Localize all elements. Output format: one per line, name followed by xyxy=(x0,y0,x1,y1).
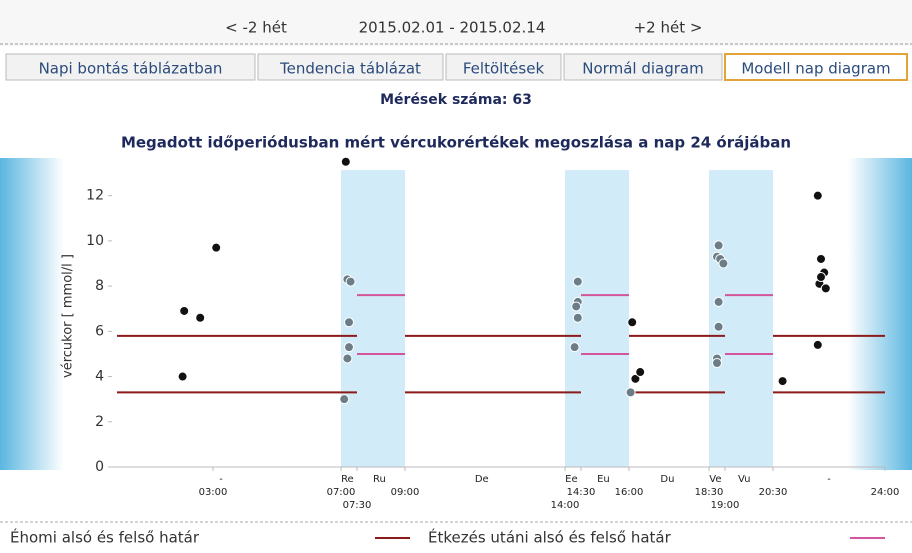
data-point xyxy=(777,376,788,387)
plot: 0 2 4 6 8 10 12 03:00 07:00 09:00 14:30 16:00 18:30 2… xyxy=(86,156,900,511)
tab-label[interactable]: Napi bontás táblázatban xyxy=(39,60,223,78)
period-marker: Vu xyxy=(738,474,751,485)
nav-prev[interactable]: < -2 hét xyxy=(225,19,287,37)
data-point xyxy=(713,321,724,332)
x-tick-label: 20:30 xyxy=(759,487,788,498)
legend: Éhomi alsó és felső határ Étkezés utáni a… xyxy=(10,528,885,547)
data-point xyxy=(816,253,826,264)
period-marker: Ve xyxy=(709,474,721,485)
data-point xyxy=(820,283,831,294)
period-marker: De xyxy=(475,474,489,485)
data-point xyxy=(195,312,206,323)
tab-label[interactable]: Tendencia táblázat xyxy=(279,60,421,78)
data-point xyxy=(625,387,636,398)
data-point xyxy=(630,373,641,384)
data-point xyxy=(177,371,188,382)
period-marker: - xyxy=(219,474,223,485)
legend-label: Étkezés utáni alsó és felső határ xyxy=(428,528,672,547)
tab[interactable] xyxy=(724,53,908,81)
legend-label: Éhomi alsó és felső határ xyxy=(10,528,200,547)
data-point xyxy=(812,339,823,350)
period-marker: Re xyxy=(341,474,354,485)
x-tick-label: 09:00 xyxy=(391,487,420,498)
y-tick-label: 6 xyxy=(95,323,104,339)
data-point xyxy=(179,305,190,316)
data-point xyxy=(344,317,354,328)
data-point xyxy=(342,353,353,364)
data-point xyxy=(345,276,356,287)
plot-background xyxy=(0,158,912,470)
x-tick-label: 18:30 xyxy=(695,487,724,498)
y-tick-label: 8 xyxy=(95,278,104,294)
period-marker: Eu xyxy=(597,474,610,485)
y-tick-label: 0 xyxy=(95,459,104,475)
data-point xyxy=(572,312,583,323)
data-point xyxy=(713,296,724,307)
data-point xyxy=(816,272,826,283)
tab-label[interactable]: Modell nap diagram xyxy=(741,60,890,78)
nav-bar xyxy=(0,0,912,46)
tabs: Napi bontás táblázatban Tendencia tábláza… xyxy=(5,53,908,81)
x-tick-label: 19:00 xyxy=(711,500,740,511)
nav-range: 2015.02.01 - 2015.02.14 xyxy=(359,19,546,37)
data-point xyxy=(344,342,354,353)
y-tick-label: 4 xyxy=(95,369,104,385)
period-marker: Du xyxy=(660,474,674,485)
data-point xyxy=(571,301,582,312)
tab-label[interactable]: Normál diagram xyxy=(582,60,703,78)
x-tick-label: 07:00 xyxy=(327,487,356,498)
data-point xyxy=(572,276,583,287)
tab[interactable] xyxy=(5,53,256,81)
meal-band xyxy=(709,170,773,467)
y-axis-label: vércukor [ mmol/l ] xyxy=(61,254,76,378)
period-marker: Ee xyxy=(565,474,577,485)
data-point xyxy=(627,317,638,328)
y-tick-label: 10 xyxy=(86,233,104,249)
count-label: Mérések száma: 63 xyxy=(380,92,532,108)
x-tick-label: 07:30 xyxy=(343,500,372,511)
data-point xyxy=(713,240,724,251)
y-tick-label: 12 xyxy=(86,188,104,204)
y-tick-label: 2 xyxy=(95,414,104,430)
data-point xyxy=(812,190,823,201)
x-tick-label: 24:00 xyxy=(871,487,900,498)
data-point xyxy=(718,258,729,269)
tab[interactable] xyxy=(445,53,562,81)
period-marker: Ru xyxy=(373,474,386,485)
chart-title: Megadott időperiódusban mért vércukorért… xyxy=(121,134,791,152)
data-point xyxy=(569,342,580,353)
tab-label[interactable]: Feltöltések xyxy=(463,60,545,78)
data-point xyxy=(635,367,646,378)
x-tick-label: 03:00 xyxy=(199,487,228,498)
data-point xyxy=(211,242,222,253)
tab[interactable] xyxy=(563,53,723,81)
data-point xyxy=(712,357,722,368)
nav-next[interactable]: +2 hét > xyxy=(634,19,703,37)
data-point xyxy=(340,156,351,167)
tab[interactable] xyxy=(257,53,444,81)
x-tick-label: 16:00 xyxy=(615,487,644,498)
x-tick-label: 14:30 xyxy=(567,487,596,498)
data-point xyxy=(339,394,350,405)
x-tick-label: 14:00 xyxy=(551,500,580,511)
period-marker: - xyxy=(827,474,831,485)
